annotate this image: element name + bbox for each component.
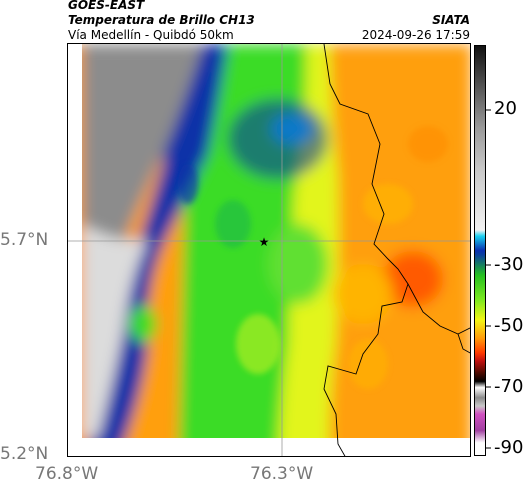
city-marker-star-icon: ★ bbox=[259, 235, 270, 249]
colorbar-tick-20: 20 bbox=[494, 98, 517, 119]
colorbar-tick-minus90: -90 bbox=[494, 437, 524, 458]
lon-label-76.3: 76.3°W bbox=[250, 464, 314, 484]
lat-label-5.7: 5.7°N bbox=[0, 230, 49, 250]
lat-label-5.2: 5.2°N bbox=[0, 444, 49, 464]
satellite-map[interactable]: ★ bbox=[67, 43, 471, 457]
colorbar-tick-minus50: -50 bbox=[494, 315, 524, 336]
department-border bbox=[407, 283, 470, 335]
colorbar bbox=[474, 45, 486, 456]
department-border bbox=[457, 333, 470, 354]
satellite-title: GOES-EAST bbox=[68, 0, 145, 12]
org-label: SIATA bbox=[432, 13, 470, 27]
product-title: Temperatura de Brillo CH13 bbox=[68, 13, 255, 27]
lon-label-76.8: 76.8°W bbox=[35, 464, 99, 484]
datetime-label: 2024-09-26 17:59 bbox=[361, 28, 470, 42]
colorbar-tick-minus70: -70 bbox=[494, 376, 524, 397]
colorbar-tick-minus30: -30 bbox=[494, 254, 524, 275]
region-subtitle: Vía Medellín - Quibdó 50km bbox=[68, 28, 234, 42]
map-canvas: ★ bbox=[68, 44, 470, 456]
